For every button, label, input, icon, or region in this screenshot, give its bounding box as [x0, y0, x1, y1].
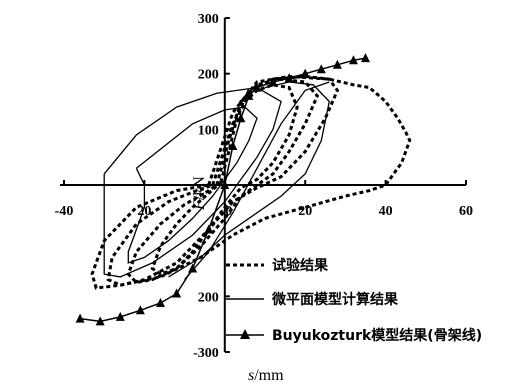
buyukozturk-point — [228, 141, 238, 151]
microplane-loop-2 — [103, 86, 282, 278]
microplane-loop-3 — [168, 81, 331, 278]
test-result-loop-2 — [126, 77, 320, 285]
x-tick-label: 20 — [137, 204, 151, 219]
buyukozturk-point — [348, 55, 358, 65]
x-axis-title: s/mm — [248, 367, 284, 384]
test-result-loop-1 — [150, 83, 299, 276]
y-axis-title: F/kN — [191, 176, 208, 211]
buyukozturk-point — [316, 64, 326, 74]
buyukozturk-point — [236, 113, 246, 123]
x-tick-label: 40 — [379, 204, 393, 219]
legend: 试验结果 微平面模型计算结果 Buyukozturk模型结果(骨架线) — [226, 257, 482, 344]
legend-label-microplane: 微平面模型计算结果 — [271, 291, 399, 308]
buyukozturk-point — [244, 90, 254, 100]
test-result-loop-3 — [106, 74, 340, 287]
buyukozturk-point — [172, 288, 182, 298]
buyukozturk-point — [300, 68, 310, 78]
buyukozturk-point — [135, 305, 145, 315]
legend-label-buyukozturk: Buyukozturk模型结果(骨架线) — [272, 327, 482, 344]
x-tick-label: 60 — [459, 204, 473, 219]
buyukozturk-point — [115, 311, 125, 321]
x-tick-label: -40 — [55, 204, 74, 219]
y-tick-label: 200 — [198, 290, 219, 305]
legend-label-test: 试验结果 — [272, 257, 329, 274]
y-tick-label: 100 — [198, 123, 219, 138]
microplane-loop-4 — [184, 81, 330, 281]
y-tick-label: -300 — [193, 346, 219, 361]
axes — [60, 18, 466, 352]
buyukozturk-point — [75, 313, 85, 323]
legend-marker-triangle — [240, 329, 250, 339]
plot-lines — [75, 53, 412, 326]
x-tick-label: 0 — [225, 204, 232, 219]
x-tick-label: 20 — [298, 204, 312, 219]
buyukozturk-point — [252, 82, 262, 92]
buyukozturk-point — [204, 224, 214, 234]
buyukozturk-point — [188, 263, 198, 273]
buyukozturk-point — [284, 73, 294, 83]
buyukozturk-point — [268, 77, 278, 87]
y-tick-label: 200 — [198, 68, 219, 83]
buyukozturk-skeleton-line — [79, 57, 366, 323]
buyukozturk-point — [332, 59, 342, 69]
tick-labels: -40 20 20 40 60 300 200 100 200 -300 0 — [55, 12, 473, 361]
buyukozturk-point — [95, 316, 105, 326]
y-tick-label: 300 — [198, 12, 219, 27]
test-result-loop-4 — [90, 74, 412, 290]
buyukozturk-point — [155, 298, 165, 308]
buyukozturk-point — [361, 53, 370, 63]
